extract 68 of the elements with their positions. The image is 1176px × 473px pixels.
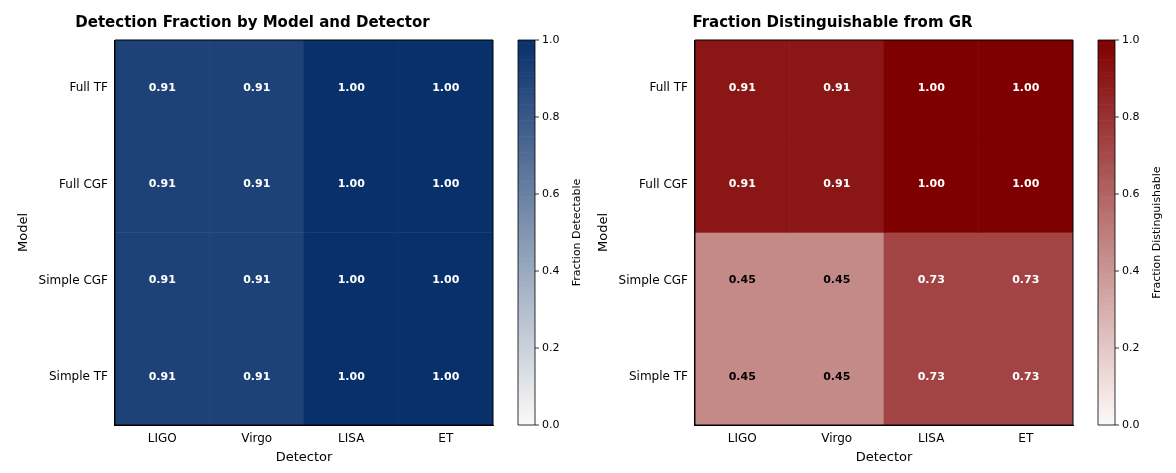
y-tick-label: Simple TF — [628, 369, 689, 383]
data-label: 1.00 — [337, 177, 366, 191]
data-label: 0.91 — [823, 80, 851, 94]
x-axis-title: Detector — [275, 448, 333, 464]
x-tick-label: ET — [1018, 431, 1034, 446]
y-tick-label: Full TF — [649, 80, 689, 95]
color-bar-label: 0.8 — [542, 109, 560, 123]
y-axis-title: Model — [595, 212, 611, 253]
data-label: 0.91 — [148, 80, 176, 94]
data-label: 1.00 — [337, 80, 366, 94]
data-label: 0.91 — [148, 177, 176, 191]
y-tick-label: Simple CGF — [38, 272, 109, 287]
x-tick-label: ET — [438, 431, 454, 446]
color-bar-label: 0.0 — [542, 417, 560, 431]
data-label: 0.45 — [823, 273, 851, 287]
data-label: 0.91 — [243, 177, 271, 191]
data-label: 0.73 — [1012, 369, 1040, 383]
data-label: 0.91 — [728, 177, 756, 191]
y-tick-label: Simple CGF — [618, 272, 689, 287]
x-tick-label: LIGO — [727, 431, 757, 446]
color-bar-label: 0.6 — [1122, 186, 1140, 200]
data-label: 1.00 — [1012, 177, 1040, 191]
color-bar-label: 1.0 — [1122, 32, 1140, 46]
color-bar-label: 0.8 — [1122, 109, 1140, 123]
color-bar-label: 0.6 — [542, 186, 560, 200]
x-tick-label: LISA — [918, 431, 946, 446]
x-tick-label: Virgo — [821, 431, 853, 446]
data-label: 0.45 — [823, 369, 851, 383]
color-bar-title: Fraction Detectable — [569, 178, 583, 287]
data-label: 0.91 — [243, 369, 271, 383]
data-label: 0.91 — [243, 273, 271, 287]
data-label: 1.00 — [432, 80, 460, 94]
x-tick-label: Virgo — [241, 431, 273, 446]
y-tick-label: Full TF — [69, 80, 109, 95]
y-axis-title: Model — [15, 212, 31, 253]
color-bar-title: Fraction Distinguishable — [1149, 166, 1163, 299]
x-axis-title: Detector — [855, 448, 913, 464]
chart-title: Detection Fraction by Model and Detector — [75, 12, 431, 31]
data-label: 0.73 — [1012, 273, 1040, 287]
data-label: 1.00 — [432, 369, 460, 383]
data-label: 0.91 — [728, 80, 756, 94]
data-label: 1.00 — [337, 273, 366, 287]
data-label: 1.00 — [917, 177, 946, 191]
color-bar-label: 0.4 — [542, 263, 560, 277]
color-bar-label: 1.0 — [542, 32, 560, 46]
data-label: 0.91 — [148, 273, 176, 287]
y-tick-label: Full CGF — [639, 176, 689, 191]
data-label: 1.00 — [337, 369, 366, 383]
y-tick-label: Full CGF — [59, 176, 109, 191]
data-label: 1.00 — [1012, 80, 1040, 94]
x-tick-label: LISA — [338, 431, 366, 446]
data-label: 1.00 — [917, 80, 946, 94]
y-tick-label: Simple TF — [48, 369, 109, 383]
data-label: 0.91 — [148, 369, 176, 383]
color-bar-label: 0.2 — [1122, 340, 1140, 354]
data-label: 1.00 — [432, 273, 460, 287]
data-label: 0.91 — [823, 177, 851, 191]
data-label: 0.73 — [917, 273, 945, 287]
data-label: 0.91 — [243, 80, 271, 94]
data-label: 0.73 — [917, 369, 945, 383]
x-tick-label: LIGO — [147, 431, 177, 446]
data-label: 0.45 — [728, 273, 756, 287]
color-bar-label: 0.4 — [1122, 263, 1140, 277]
data-label: 1.00 — [432, 177, 460, 191]
data-label: 0.45 — [728, 369, 756, 383]
color-bar-label: 0.2 — [542, 340, 560, 354]
chart-title: Fraction Distinguishable from GR — [692, 12, 974, 31]
color-bar-label: 0.0 — [1122, 417, 1140, 431]
